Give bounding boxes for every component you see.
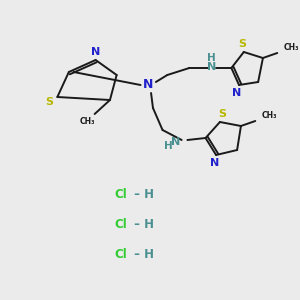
Text: – H: – H [130,188,154,202]
Text: S: S [238,39,246,49]
Text: Cl: Cl [115,248,128,262]
Text: N: N [207,62,216,72]
Text: – H: – H [130,248,154,262]
Text: CH₃: CH₃ [79,116,95,125]
Text: H: H [164,141,172,151]
Text: Cl: Cl [115,218,128,232]
Text: N: N [209,158,219,168]
Text: CH₃: CH₃ [284,44,299,52]
Text: Cl: Cl [115,188,128,202]
Text: N: N [171,137,181,147]
Text: S: S [218,109,226,119]
Text: S: S [46,97,54,107]
Text: N: N [232,88,242,98]
Text: N: N [143,79,153,92]
Text: CH₃: CH₃ [262,112,278,121]
Text: N: N [91,47,100,57]
Text: H: H [207,53,216,63]
Text: – H: – H [130,218,154,232]
